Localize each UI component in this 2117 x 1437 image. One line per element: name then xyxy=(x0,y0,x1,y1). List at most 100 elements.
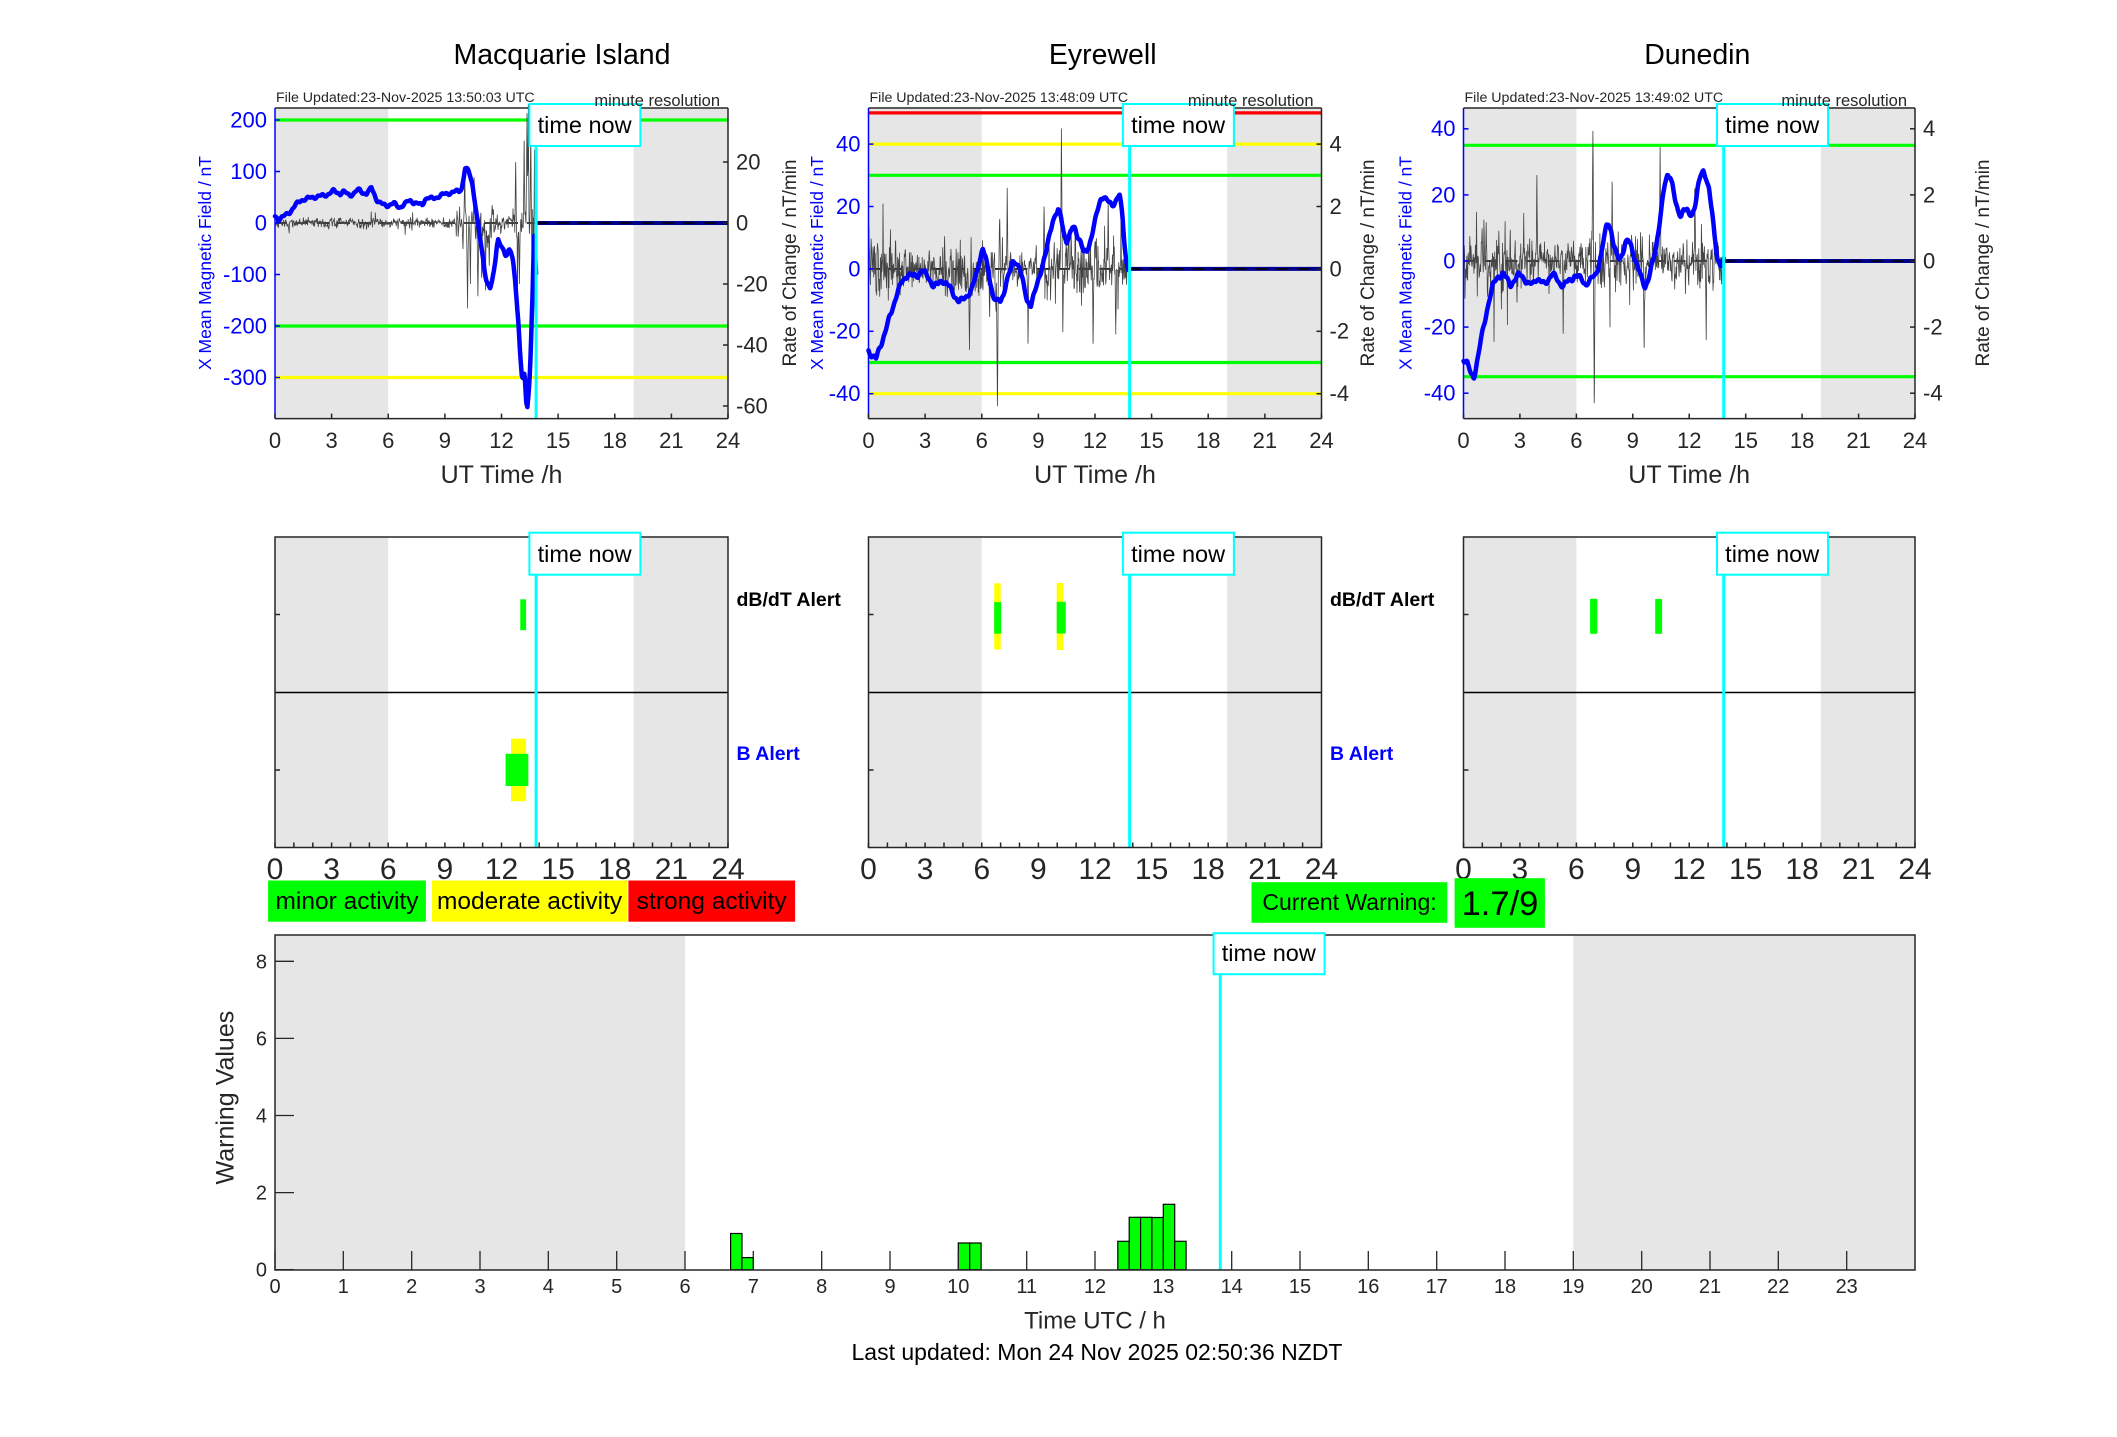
svg-text:21: 21 xyxy=(1253,428,1277,453)
svg-text:time now: time now xyxy=(1131,541,1226,567)
svg-text:18: 18 xyxy=(1494,1276,1516,1298)
svg-text:6: 6 xyxy=(256,1028,267,1050)
svg-text:3: 3 xyxy=(1514,428,1526,453)
svg-text:4: 4 xyxy=(1923,116,1935,141)
svg-text:9: 9 xyxy=(1032,428,1044,453)
svg-text:12: 12 xyxy=(1083,428,1107,453)
svg-text:File Updated:23-Nov-2025 13:49: File Updated:23-Nov-2025 13:49:02 UTC xyxy=(1465,90,1724,106)
svg-text:13: 13 xyxy=(1152,1276,1174,1298)
svg-text:6: 6 xyxy=(380,853,397,886)
svg-text:0: 0 xyxy=(269,1276,280,1298)
svg-text:-4: -4 xyxy=(1330,381,1350,406)
svg-text:6: 6 xyxy=(1570,428,1582,453)
svg-text:21: 21 xyxy=(1699,1276,1721,1298)
svg-text:12: 12 xyxy=(1084,1276,1106,1298)
svg-text:200: 200 xyxy=(230,107,267,132)
svg-text:Dunedin: Dunedin xyxy=(1644,39,1750,71)
svg-text:Rate of Change / nT/min: Rate of Change / nT/min xyxy=(1358,160,1379,367)
svg-text:File Updated:23-Nov-2025 13:50: File Updated:23-Nov-2025 13:50:03 UTC xyxy=(276,90,535,106)
svg-text:-2: -2 xyxy=(1330,319,1350,344)
svg-text:X Mean Magnetic Field / nT: X Mean Magnetic Field / nT xyxy=(807,156,827,370)
svg-text:21: 21 xyxy=(1248,853,1281,886)
svg-text:24: 24 xyxy=(716,428,740,453)
svg-text:21: 21 xyxy=(1846,428,1870,453)
svg-text:3: 3 xyxy=(919,428,931,453)
svg-text:minute resolution: minute resolution xyxy=(1781,92,1907,110)
svg-text:18: 18 xyxy=(1192,853,1225,886)
svg-text:17: 17 xyxy=(1426,1276,1448,1298)
svg-text:6: 6 xyxy=(973,853,990,886)
svg-text:-200: -200 xyxy=(223,313,267,338)
svg-text:15: 15 xyxy=(1139,428,1163,453)
svg-text:6: 6 xyxy=(382,428,394,453)
svg-text:18: 18 xyxy=(1196,428,1220,453)
svg-text:0: 0 xyxy=(1923,248,1935,273)
svg-text:24: 24 xyxy=(1305,853,1338,886)
svg-text:40: 40 xyxy=(836,132,860,157)
svg-text:minute resolution: minute resolution xyxy=(1188,92,1314,110)
svg-text:15: 15 xyxy=(1289,1276,1311,1298)
svg-text:minor activity: minor activity xyxy=(276,888,420,915)
svg-text:20: 20 xyxy=(1431,182,1455,207)
svg-text:11: 11 xyxy=(1016,1276,1037,1298)
svg-text:1: 1 xyxy=(338,1276,349,1298)
svg-text:21: 21 xyxy=(659,428,683,453)
svg-text:4: 4 xyxy=(1330,132,1342,157)
svg-text:time now: time now xyxy=(1131,112,1226,138)
svg-text:2: 2 xyxy=(406,1276,417,1298)
svg-text:15: 15 xyxy=(1733,428,1757,453)
svg-text:9: 9 xyxy=(1627,428,1639,453)
svg-text:20: 20 xyxy=(736,149,760,174)
svg-text:15: 15 xyxy=(546,428,570,453)
svg-text:-20: -20 xyxy=(1424,315,1456,340)
svg-text:14: 14 xyxy=(1221,1276,1243,1298)
svg-text:16: 16 xyxy=(1357,1276,1379,1298)
svg-text:2: 2 xyxy=(1923,182,1935,207)
svg-text:-100: -100 xyxy=(223,262,267,287)
svg-text:21: 21 xyxy=(1842,853,1875,886)
svg-text:-20: -20 xyxy=(829,319,861,344)
svg-text:0: 0 xyxy=(269,428,281,453)
svg-text:Warning Values: Warning Values xyxy=(211,1011,239,1185)
svg-text:2: 2 xyxy=(1330,194,1342,219)
svg-text:15: 15 xyxy=(1135,853,1168,886)
svg-text:40: 40 xyxy=(1431,116,1455,141)
svg-text:22: 22 xyxy=(1767,1276,1789,1298)
svg-text:-40: -40 xyxy=(829,381,861,406)
svg-text:18: 18 xyxy=(603,428,627,453)
svg-text:time now: time now xyxy=(1725,112,1820,138)
svg-text:X Mean Magnetic Field / nT: X Mean Magnetic Field / nT xyxy=(1396,156,1416,370)
svg-text:time now: time now xyxy=(538,112,633,138)
svg-text:strong activity: strong activity xyxy=(637,888,788,915)
svg-text:12: 12 xyxy=(1677,428,1701,453)
svg-text:0: 0 xyxy=(1455,853,1472,886)
svg-text:5: 5 xyxy=(611,1276,622,1298)
svg-text:3: 3 xyxy=(917,853,934,886)
svg-text:File Updated:23-Nov-2025 13:48: File Updated:23-Nov-2025 13:48:09 UTC xyxy=(870,90,1129,106)
svg-text:6: 6 xyxy=(679,1276,690,1298)
svg-text:9: 9 xyxy=(437,853,454,886)
svg-text:UT Time /h: UT Time /h xyxy=(1628,461,1750,489)
svg-text:-2: -2 xyxy=(1923,315,1943,340)
svg-text:time now: time now xyxy=(1222,940,1317,966)
svg-text:24: 24 xyxy=(1903,428,1927,453)
svg-text:20: 20 xyxy=(1631,1276,1653,1298)
svg-text:-40: -40 xyxy=(1424,381,1456,406)
svg-text:4: 4 xyxy=(543,1276,554,1298)
svg-text:19: 19 xyxy=(1562,1276,1584,1298)
svg-text:0: 0 xyxy=(267,853,284,886)
svg-text:8: 8 xyxy=(816,1276,827,1298)
svg-text:Macquarie Island: Macquarie Island xyxy=(453,39,670,71)
svg-text:3: 3 xyxy=(1512,853,1529,886)
svg-text:0: 0 xyxy=(1330,256,1342,281)
svg-text:8: 8 xyxy=(256,951,267,973)
svg-text:24: 24 xyxy=(1309,428,1333,453)
svg-text:Current Warning:: Current Warning: xyxy=(1262,889,1436,915)
svg-text:6: 6 xyxy=(1568,853,1585,886)
svg-text:0: 0 xyxy=(255,210,267,235)
svg-text:6: 6 xyxy=(976,428,988,453)
svg-text:UT Time /h: UT Time /h xyxy=(441,461,563,489)
svg-text:3: 3 xyxy=(323,853,340,886)
svg-text:23: 23 xyxy=(1836,1276,1858,1298)
svg-text:0: 0 xyxy=(736,210,748,235)
